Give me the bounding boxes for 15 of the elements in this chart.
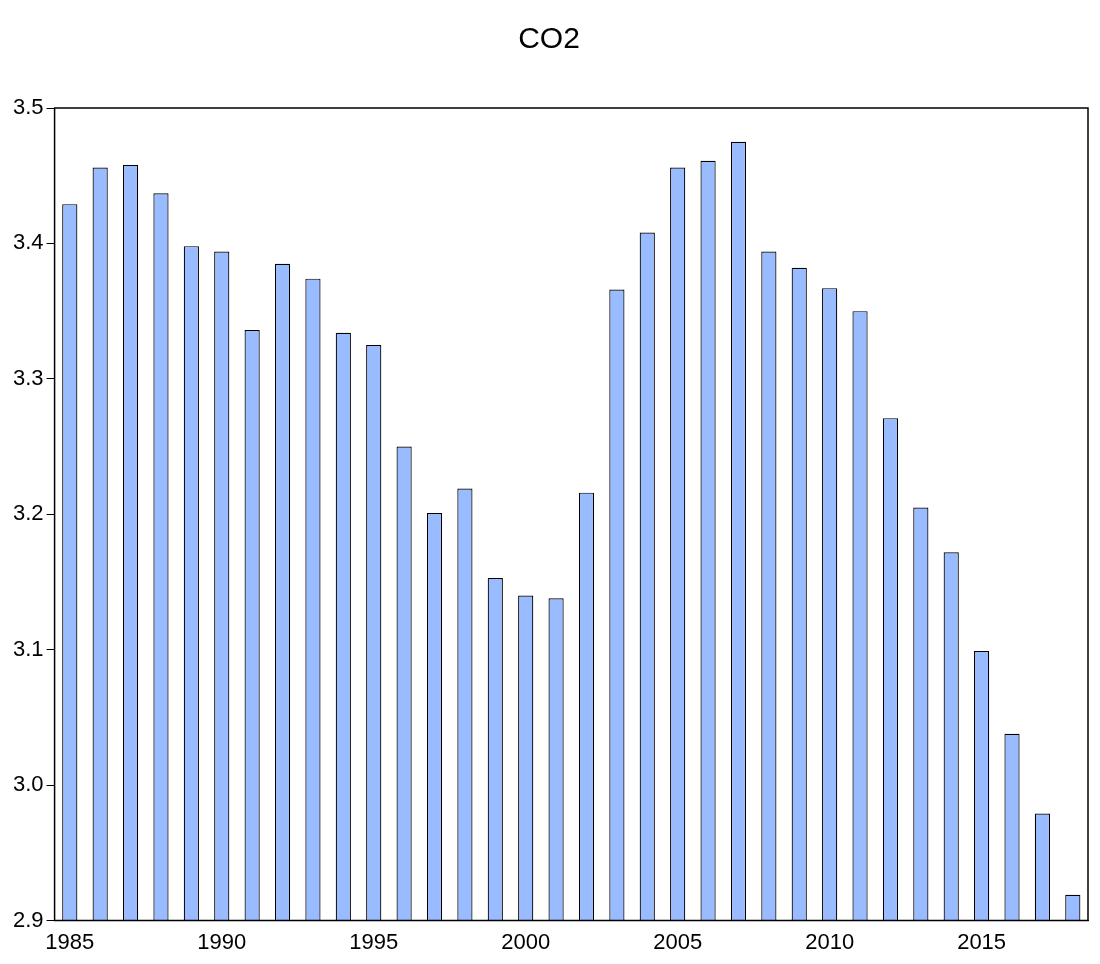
- y-tick-label: 3.1: [12, 635, 44, 661]
- y-tick-label: 3.2: [12, 500, 44, 526]
- x-tick-label: 2010: [805, 928, 855, 954]
- x-tick-label: 1995: [349, 928, 399, 954]
- y-tick-label: 3.4: [12, 229, 44, 255]
- y-tick-label: 3.3: [12, 364, 44, 390]
- y-tick-label: 3.5: [12, 94, 44, 120]
- x-tick-label: 2000: [501, 928, 551, 954]
- x-tick-label: 2015: [957, 928, 1007, 954]
- y-tick-label: 3.0: [12, 771, 44, 797]
- x-tick-label: 1985: [45, 928, 95, 954]
- x-tick-label: 1990: [197, 928, 247, 954]
- y-tick-label: 2.9: [12, 906, 44, 932]
- x-tick-label: 2005: [653, 928, 703, 954]
- chart-title: CO2: [518, 21, 580, 55]
